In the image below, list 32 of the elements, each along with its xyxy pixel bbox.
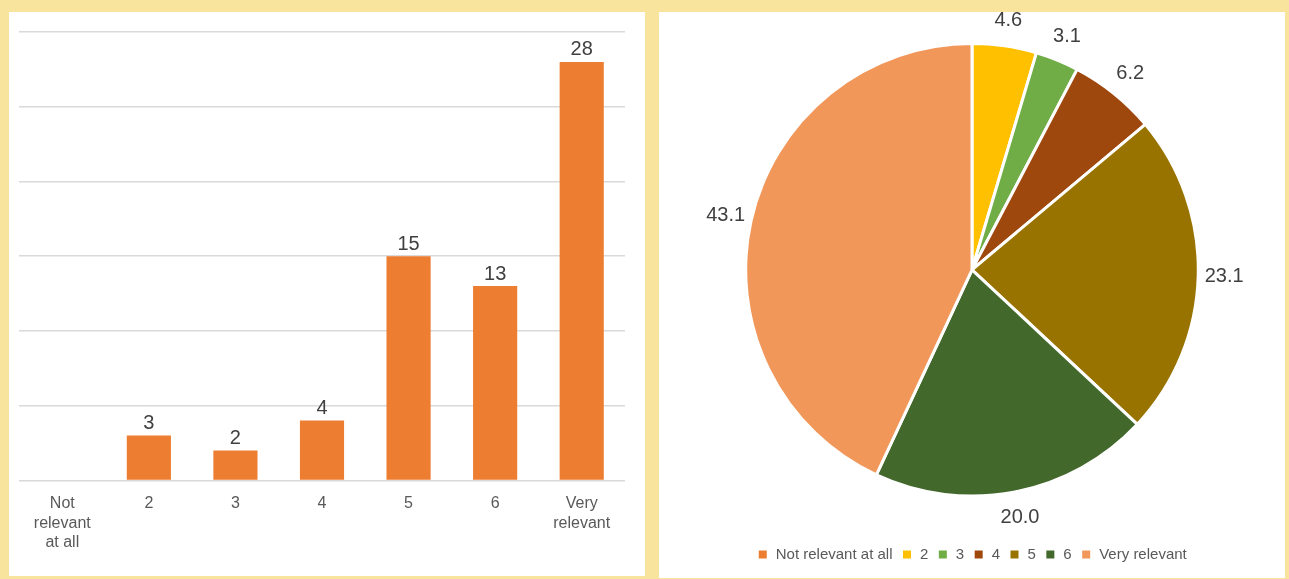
x-tick-label: 5 — [404, 494, 414, 512]
legend-label: 2 — [919, 544, 929, 562]
data-label: 43.1 — [706, 202, 746, 225]
bar — [473, 286, 518, 480]
x-tick-label: Not relevant at all — [33, 494, 92, 550]
data-label: 3.1 — [1053, 23, 1081, 46]
legend-label: 4 — [991, 544, 1001, 562]
bar — [213, 450, 258, 480]
bar — [126, 435, 171, 480]
data-label: 3 — [143, 411, 155, 434]
data-label: 4 — [316, 396, 328, 419]
bar — [299, 420, 345, 480]
data-label: 13 — [484, 261, 507, 284]
legend-label: 6 — [1063, 544, 1072, 562]
legend-label: 5 — [1027, 544, 1036, 562]
bar — [559, 61, 604, 480]
x-tick-label: 3 — [230, 494, 240, 512]
data-label: 15 — [397, 231, 420, 254]
x-tick-label: 2 — [144, 494, 154, 512]
data-label: 20.0 — [1000, 505, 1040, 528]
legend-label: Not relevant at all — [775, 544, 893, 562]
x-tick-label: 4 — [317, 494, 327, 512]
bar — [386, 256, 431, 480]
legend-label: Very relevant — [1099, 544, 1188, 562]
data-label: 28 — [570, 37, 593, 60]
data-label: 4.6 — [994, 7, 1023, 30]
legend-label: 3 — [955, 544, 965, 562]
data-label: 23.1 — [1204, 264, 1244, 287]
data-label: 2 — [229, 426, 241, 449]
x-tick-label: Very relevant — [553, 494, 611, 531]
data-label: 6.2 — [1116, 60, 1145, 83]
x-tick-label: 6 — [490, 494, 500, 512]
